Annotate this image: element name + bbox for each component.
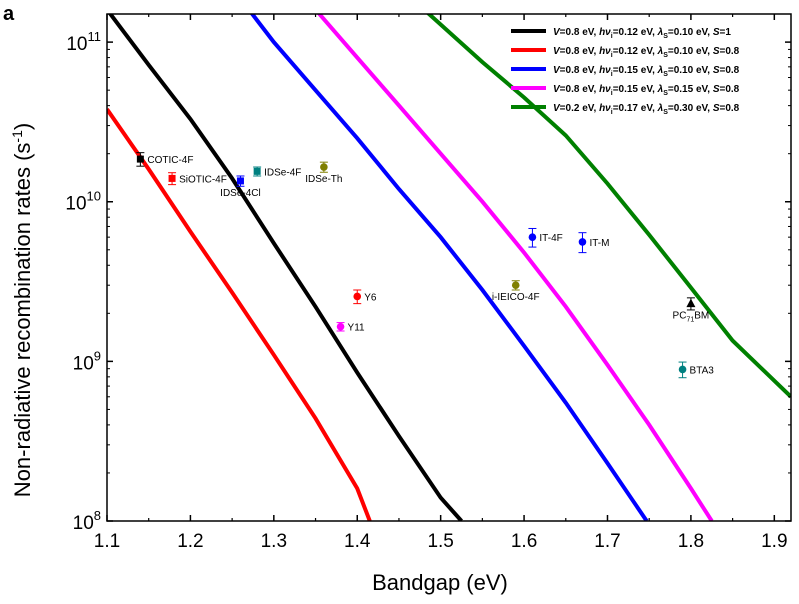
panel-letter: a [3, 3, 15, 25]
x-tick-label: 1.1 [94, 531, 120, 552]
y-axis-title-end: ) [10, 123, 35, 130]
point-marker [678, 365, 687, 374]
data-point: IDSe-4Cl [220, 175, 261, 199]
x-tick-label: 1.9 [761, 531, 787, 552]
point-marker [578, 238, 587, 246]
point-marker [511, 281, 520, 290]
data-point: PC71BM [673, 297, 710, 324]
y-tick-label: 1010 [65, 189, 101, 215]
point-label: COTIC-4F [147, 155, 193, 166]
point-label: IDSe-Th [305, 174, 342, 185]
point-marker [136, 155, 144, 163]
x-tick-label: 1.8 [678, 531, 704, 552]
x-tick-label: 1.5 [427, 531, 453, 552]
point-label: BTA3 [690, 365, 715, 376]
y-tick-label: 1011 [66, 29, 101, 55]
y-axis-title: Non-radiative recombination rates (s-1) [9, 123, 35, 497]
point-label: PC71BM [673, 311, 710, 324]
series-line-2 [107, 108, 372, 521]
point-marker [353, 292, 362, 301]
data-point: IDSe-Th [305, 161, 342, 185]
point-marker [253, 167, 261, 175]
data-point: i-IEICO-4F [492, 280, 540, 303]
series-line-5 [426, 14, 791, 399]
data-point: IDSe-4F [253, 166, 301, 178]
y-axis-title-sup: -1 [9, 130, 25, 143]
series-line-3 [249, 14, 649, 521]
data-point: SiOTIC-4F [168, 172, 227, 185]
legend-entry: V=0.2 eV, hνi=0.17 eV, λS=0.30 eV, S=0.8 [553, 103, 740, 116]
data-point: IT-M [578, 232, 609, 254]
plot-frame [106, 13, 792, 522]
x-tick-label: 1.2 [177, 531, 203, 552]
x-axis: 1.1 1.2 1.3 1.4 1.5 1.6 1.7 1.8 1.9 [94, 14, 788, 552]
x-tick-label: 1.6 [511, 531, 537, 552]
point-marker [168, 174, 176, 182]
legend: V=0.8 eV, hνi=0.12 eV, λS=0.10 eV, S=1 V=… [511, 27, 740, 116]
data-point: Y6 [353, 289, 377, 305]
point-marker [528, 233, 537, 241]
legend-entry: V=0.8 eV, hνi=0.12 eV, λS=0.10 eV, S=0.8 [553, 46, 740, 59]
point-marker [320, 163, 328, 171]
data-point: BTA3 [678, 361, 715, 379]
x-tick-label: 1.3 [261, 531, 287, 552]
legend-entry: V=0.8 eV, hνi=0.12 eV, λS=0.10 eV, S=1 [553, 27, 731, 40]
y-axis: 108 109 1010 1011 [65, 29, 791, 534]
point-marker [336, 322, 345, 331]
x-tick-label: 1.4 [344, 531, 371, 552]
point-label: i-IEICO-4F [492, 292, 540, 303]
data-point: Y11 [336, 322, 365, 334]
legend-entry: V=0.8 eV, hνi=0.15 eV, λS=0.10 eV, S=0.8 [553, 65, 740, 78]
y-axis-title-main: Non-radiative recombination rates (s [10, 143, 35, 498]
point-label: Y6 [364, 292, 377, 303]
point-marker [686, 298, 696, 308]
series-layer [107, 14, 791, 521]
point-label: SiOTIC-4F [179, 174, 227, 185]
point-label: IT-4F [539, 233, 562, 244]
x-axis-title: Bandgap (eV) [372, 570, 508, 595]
point-label: Y11 [348, 323, 365, 334]
series-line-4 [316, 14, 714, 521]
y-tick-label: 109 [73, 348, 101, 374]
point-label: IT-M [589, 238, 609, 249]
data-point: IT-4F [528, 227, 563, 248]
point-marker [236, 177, 244, 185]
series-line-1 [107, 14, 463, 521]
legend-entry: V=0.8 eV, hνi=0.15 eV, λS=0.15 eV, S=0.8 [553, 84, 740, 97]
point-label: IDSe-4Cl [220, 188, 261, 199]
y-tick-label: 108 [73, 508, 101, 534]
point-label: IDSe-4F [264, 167, 301, 178]
x-tick-label: 1.7 [594, 531, 620, 552]
data-point: COTIC-4F [136, 152, 193, 167]
